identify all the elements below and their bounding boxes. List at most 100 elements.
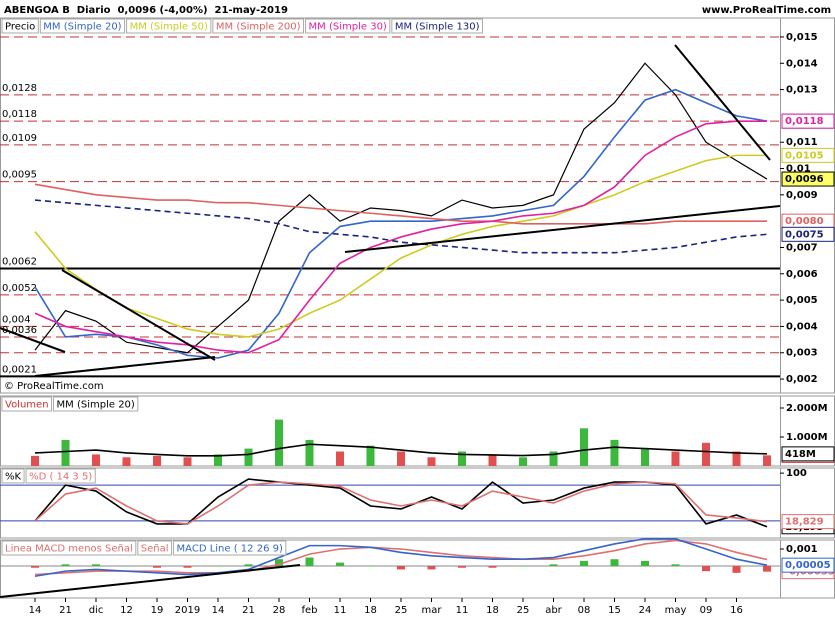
series-line (34, 88, 768, 359)
legend-label: %K (5, 472, 22, 483)
legend-box (391, 18, 483, 34)
legend-label: Señal (141, 544, 169, 555)
bar (549, 564, 558, 567)
trend-line (0, 564, 301, 598)
legend-label: MM (Simple 50) (130, 22, 208, 33)
bar (275, 419, 283, 466)
value-box-bg (781, 446, 835, 462)
value-box: 418M (781, 446, 835, 462)
bar (92, 564, 100, 567)
bar (458, 451, 466, 466)
bar (305, 439, 314, 466)
legend-label: MM (Simple 20) (57, 400, 135, 411)
x-tick-label: 09 (700, 605, 713, 616)
y-tick-label: 0,009 (786, 190, 818, 201)
bar (580, 428, 588, 466)
x-tick-label: 15 (608, 605, 621, 616)
y-tick-label: 0,015 (786, 32, 818, 43)
level-label: 0,0036 (2, 325, 37, 336)
legend-label: MM (Simple 20) (43, 22, 121, 33)
bar (488, 566, 497, 568)
y-tick-label: 0,001 (786, 544, 818, 555)
x-tick-label: 21 (59, 605, 72, 616)
bar (153, 566, 161, 568)
y-tick-label: 0,005 (786, 295, 818, 306)
x-tick-label: 16 (730, 605, 743, 616)
x-tick-label: may (665, 605, 687, 616)
legend-box (1, 540, 137, 556)
bar (610, 559, 619, 567)
legend-box (1, 396, 53, 412)
value-box: 0,0080 (781, 213, 835, 229)
value-box-label: 0,0118 (785, 116, 824, 127)
value-box-label: 0,0075 (785, 229, 824, 240)
bar (458, 566, 466, 568)
bar (519, 457, 527, 466)
bar (31, 566, 39, 568)
y-tick-label: 0,014 (786, 58, 818, 69)
axis-panel (780, 17, 835, 394)
trend-line (674, 44, 771, 161)
value-box-label: 0,0096 (785, 174, 824, 185)
bar (122, 457, 131, 466)
bar (305, 557, 314, 567)
trend-line (0, 327, 66, 353)
legend-box (39, 18, 126, 34)
level-label: 0,0052 (2, 283, 37, 294)
value-box-bg (781, 557, 835, 573)
bar (336, 562, 344, 567)
legend-label: Volumen (5, 400, 49, 411)
value-box-label: 0,0105 (785, 150, 824, 161)
series-line (34, 443, 768, 457)
series-line (34, 120, 767, 354)
value-box-label: 418M (785, 449, 816, 460)
bar (763, 455, 771, 466)
legend-label: Precio (5, 22, 35, 33)
bar (122, 566, 131, 567)
y-tick-label: 2.000M (786, 403, 828, 414)
series-line (34, 199, 768, 254)
x-tick-label: 11 (334, 605, 347, 616)
x-tick-label: mar (422, 605, 443, 616)
legend-box (53, 396, 139, 412)
bar (732, 451, 741, 466)
x-tick-label: 18 (486, 605, 499, 616)
level-label: 0,0109 (2, 133, 37, 144)
x-tick-label: 18 (364, 605, 377, 616)
x-tick-label: abr (545, 605, 562, 616)
value-box-label: 18,829 (785, 517, 824, 528)
series-line (34, 183, 767, 225)
legend-box (212, 18, 305, 34)
bar (31, 455, 39, 466)
series-line (34, 538, 768, 578)
trend-line (61, 269, 216, 361)
bar (549, 451, 558, 466)
x-tick-label: 12 (120, 605, 133, 616)
copyright: © ProRealTime.com (4, 381, 104, 392)
bar (641, 560, 649, 567)
level-label: 0,0118 (2, 109, 37, 120)
value-box-bg (781, 147, 835, 163)
legend-box (25, 468, 96, 484)
x-tick-label: 28 (273, 605, 286, 616)
legend-box (173, 540, 287, 556)
trend-line (34, 356, 216, 377)
series-line (34, 154, 767, 338)
level-label: 0,0021 (2, 364, 37, 375)
bar (275, 559, 283, 567)
level-label: 0,0128 (2, 83, 37, 94)
bar (702, 566, 710, 572)
level-label: 0,0062 (2, 257, 37, 268)
value-box-bg (781, 113, 835, 129)
x-tick-label: feb (301, 605, 317, 616)
y-tick-label: 0,013 (786, 85, 818, 96)
bar (427, 457, 436, 466)
y-tick-label: 0,006 (786, 269, 818, 280)
bar (702, 442, 710, 466)
value-box-label: 0,0080 (785, 216, 824, 227)
x-tick-label: dic (89, 605, 104, 616)
series-line (34, 539, 768, 576)
x-tick-label: 24 (639, 605, 652, 616)
bar (732, 566, 741, 573)
